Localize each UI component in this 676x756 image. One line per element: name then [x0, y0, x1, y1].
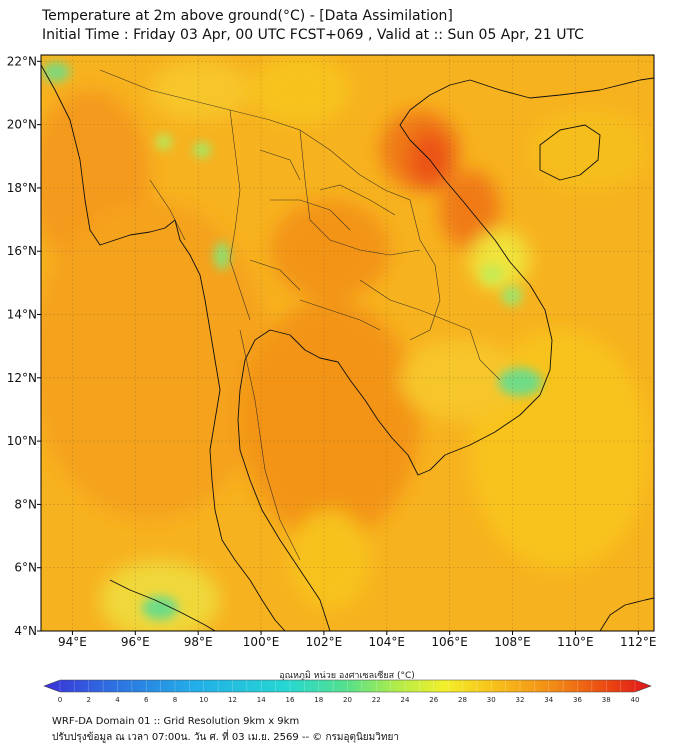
lat-label: 20°N	[7, 118, 37, 132]
colorbar-tick: 6	[144, 696, 149, 704]
map-subtitle: Initial Time : Friday 03 Apr, 00 UTC FCS…	[42, 27, 584, 43]
lon-label: 100°E	[243, 635, 280, 649]
colorbar-tick: 18	[314, 696, 323, 704]
lat-label: 4°N	[14, 624, 37, 638]
colorbar-tick: 36	[573, 696, 582, 704]
colorbar-tick: 34	[544, 696, 553, 704]
lat-label: 8°N	[14, 497, 37, 511]
lat-label: 22°N	[7, 54, 37, 68]
colorbar-tick: 0	[58, 696, 62, 704]
colorbar-tick: 4	[115, 696, 120, 704]
footer-line-2: ปรับปรุงข้อมูล ณ เวลา 07:00น. วัน ศ. ที่…	[52, 732, 399, 743]
temperature-field	[41, 55, 654, 631]
colorbar-tick: 2	[87, 696, 91, 704]
colorbar	[43, 679, 652, 693]
colorbar-tick: 24	[401, 696, 410, 704]
lat-label: 18°N	[7, 181, 37, 195]
colorbar-tick: 40	[631, 696, 640, 704]
lon-label: 110°E	[557, 635, 594, 649]
lon-label: 104°E	[369, 635, 406, 649]
colorbar-tick: 38	[602, 696, 611, 704]
colorbar-tick: 16	[286, 696, 295, 704]
lat-label: 16°N	[7, 244, 37, 258]
colorbar-tick: 10	[199, 696, 208, 704]
lat-label: 10°N	[7, 434, 37, 448]
colorbar-label: อุณหภูมิ หน่วย องศาเซลเซียส (°C)	[279, 670, 415, 681]
colorbar-tick: 30	[487, 696, 496, 704]
lat-label: 6°N	[14, 561, 37, 575]
lon-label: 112°E	[620, 635, 657, 649]
colorbar-tick: 26	[429, 696, 438, 704]
colorbar-tick: 8	[173, 696, 177, 704]
lon-label: 96°E	[121, 635, 150, 649]
colorbar-tick: 32	[516, 696, 525, 704]
lon-label: 98°E	[184, 635, 213, 649]
colorbar-tick: 28	[458, 696, 467, 704]
colorbar-tick: 14	[257, 696, 266, 704]
footer-line-1: WRF-DA Domain 01 :: Grid Resolution 9km …	[52, 716, 300, 727]
colorbar-tick: 12	[228, 696, 237, 704]
lon-label: 94°E	[58, 635, 87, 649]
lon-label: 108°E	[494, 635, 531, 649]
lat-label: 14°N	[7, 308, 37, 322]
lon-label: 106°E	[431, 635, 468, 649]
map-title: Temperature at 2m above ground(°C) - [Da…	[42, 8, 453, 24]
lon-label: 102°E	[306, 635, 343, 649]
colorbar-tick: 20	[343, 696, 352, 704]
lat-label: 12°N	[7, 371, 37, 385]
map-frame	[40, 54, 655, 632]
colorbar-tick: 22	[372, 696, 381, 704]
